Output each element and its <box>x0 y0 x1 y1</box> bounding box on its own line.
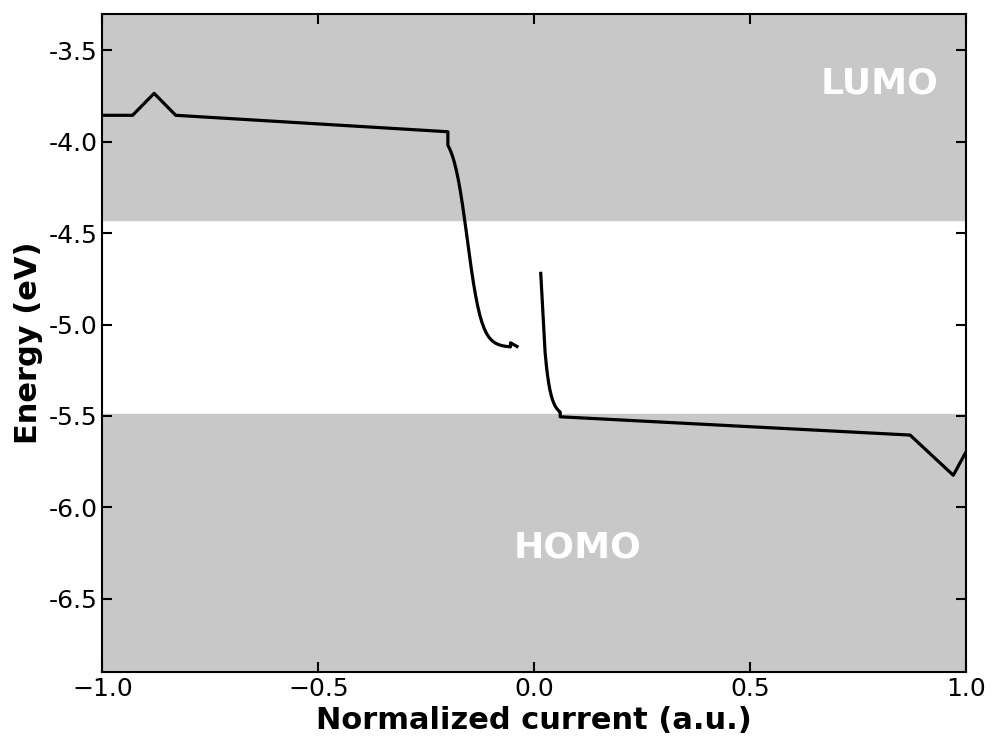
Y-axis label: Energy (eV): Energy (eV) <box>14 241 43 444</box>
Bar <box>102 14 966 220</box>
X-axis label: Normalized current (a.u.): Normalized current (a.u.) <box>316 706 752 735</box>
Text: HOMO: HOMO <box>514 530 641 565</box>
Text: LUMO: LUMO <box>821 67 939 100</box>
Bar <box>102 414 966 672</box>
